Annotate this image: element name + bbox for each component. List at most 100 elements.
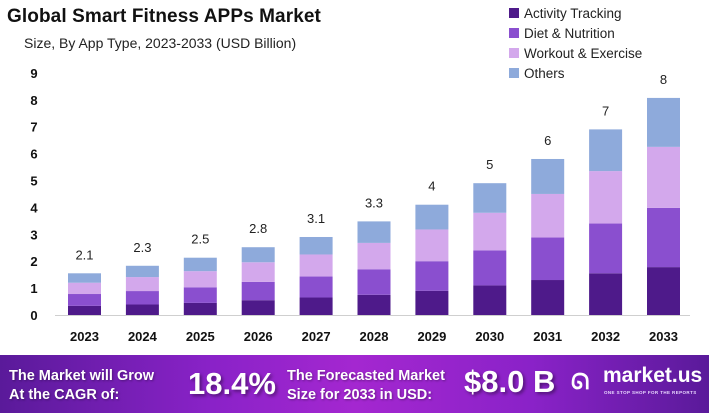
- market-us-logo-icon: ᘏ: [571, 369, 590, 394]
- bar-segment-workout-exercise: [68, 282, 101, 295]
- y-tick-label: 6: [30, 147, 37, 162]
- forecast-label-line1: The Forecasted Market: [287, 368, 445, 384]
- bar-segment-others: [415, 204, 449, 230]
- bar-segment-diet-nutrition: [357, 269, 391, 295]
- bar-total-label: 2.8: [249, 221, 267, 236]
- bar-total-label: 7: [602, 103, 609, 118]
- bar-segment-others: [299, 236, 333, 255]
- bar-segment-activity-tracking: [68, 305, 101, 315]
- bar-segment-others: [68, 273, 101, 283]
- x-tick-label: 2032: [591, 329, 620, 344]
- bar-segment-workout-exercise: [125, 277, 159, 292]
- bar-segment-activity-tracking: [531, 280, 565, 315]
- y-tick-label: 4: [30, 200, 38, 215]
- y-tick-label: 8: [30, 93, 37, 108]
- bar-segment-others: [357, 221, 391, 243]
- bar-segment-activity-tracking: [647, 267, 680, 315]
- y-tick-label: 0: [30, 308, 37, 323]
- x-tick-label: 2027: [302, 329, 331, 344]
- bar-total-label: 2.5: [191, 232, 209, 247]
- bar-segment-diet-nutrition: [241, 281, 275, 301]
- bar-segment-activity-tracking: [183, 302, 217, 315]
- bar-segment-others: [531, 158, 565, 194]
- x-tick-label: 2024: [128, 329, 158, 344]
- bar-segment-workout-exercise: [473, 212, 507, 251]
- bar-segment-diet-nutrition: [589, 223, 623, 274]
- bar-total-label: 4: [428, 179, 435, 194]
- bar-segment-others: [125, 265, 159, 278]
- x-tick-label: 2033: [649, 329, 678, 344]
- bar-total-label: 6: [544, 133, 551, 148]
- y-tick-label: 7: [30, 120, 37, 135]
- chart-subtitle: Size, By App Type, 2023-2033 (USD Billio…: [24, 35, 297, 51]
- y-tick-label: 9: [30, 66, 37, 81]
- bar-segment-workout-exercise: [241, 262, 275, 282]
- bar-segment-workout-exercise: [647, 146, 680, 208]
- cagr-label-line2: At the CAGR of:: [9, 387, 120, 403]
- bar-segment-activity-tracking: [589, 273, 623, 315]
- x-tick-label: 2025: [186, 329, 215, 344]
- bar-total-label: 3.3: [365, 195, 383, 210]
- cagr-label: The Market will Grow At the CAGR of:: [9, 367, 154, 405]
- bar-segment-diet-nutrition: [415, 261, 449, 291]
- legend-item-others[interactable]: Others: [509, 63, 642, 83]
- y-tick-label: 1: [30, 281, 37, 296]
- bar-total-label: 8: [660, 72, 667, 87]
- summary-banner: The Market will Grow At the CAGR of: 18.…: [0, 355, 709, 413]
- bar-segment-workout-exercise: [183, 271, 217, 288]
- bar-segment-activity-tracking: [357, 294, 391, 315]
- bar-segment-workout-exercise: [589, 171, 623, 224]
- legend-item-diet-nutrition[interactable]: Diet & Nutrition: [509, 23, 642, 43]
- forecast-value: $8.0 B: [464, 364, 556, 399]
- y-tick-label: 2: [30, 254, 37, 269]
- logo-tagline: ONE STOP SHOP FOR THE REPORTS: [604, 390, 697, 395]
- x-tick-label: 2031: [533, 329, 562, 344]
- bar-segment-diet-nutrition: [68, 294, 101, 306]
- bar-segment-others: [183, 257, 217, 272]
- legend-swatch: [509, 48, 519, 58]
- bar-segment-workout-exercise: [531, 193, 565, 238]
- legend-swatch: [509, 68, 519, 78]
- legend-item-activity-tracking[interactable]: Activity Tracking: [509, 3, 642, 23]
- x-tick-label: 2023: [70, 329, 99, 344]
- bar-segment-workout-exercise: [299, 254, 333, 277]
- bar-segment-others: [589, 129, 623, 172]
- legend-swatch: [509, 8, 519, 18]
- y-tick-label: 5: [30, 174, 37, 189]
- bar-segment-workout-exercise: [415, 229, 449, 262]
- bar-segment-others: [241, 247, 275, 263]
- bar-segment-diet-nutrition: [473, 250, 507, 286]
- x-tick-label: 2026: [244, 329, 273, 344]
- bar-segment-diet-nutrition: [125, 291, 159, 305]
- bar-segment-activity-tracking: [241, 300, 275, 315]
- legend-swatch: [509, 28, 519, 38]
- bar-segment-activity-tracking: [299, 297, 333, 315]
- bar-segment-workout-exercise: [357, 242, 391, 270]
- logo-text[interactable]: market.us: [603, 364, 703, 387]
- x-tick-label: 2030: [475, 329, 504, 344]
- bar-segment-diet-nutrition: [647, 207, 680, 268]
- bar-segment-diet-nutrition: [299, 276, 333, 298]
- bar-segment-activity-tracking: [125, 304, 159, 315]
- legend-label: Diet & Nutrition: [524, 25, 615, 41]
- forecast-label-line2: Size for 2033 in USD:: [287, 387, 433, 403]
- bar-segment-others: [473, 183, 507, 213]
- x-tick-label: 2029: [417, 329, 446, 344]
- x-tick-label: 2028: [360, 329, 389, 344]
- bar-segment-others: [647, 97, 680, 147]
- legend-item-workout-exercise[interactable]: Workout & Exercise: [509, 43, 642, 63]
- bar-segment-activity-tracking: [473, 285, 507, 315]
- chart-title: Global Smart Fitness APPs Market: [7, 6, 321, 27]
- legend-label: Others: [524, 65, 565, 81]
- forecast-label: The Forecasted Market Size for 2033 in U…: [287, 367, 445, 405]
- legend-label: Activity Tracking: [524, 5, 622, 21]
- cagr-label-line1: The Market will Grow: [9, 368, 155, 384]
- bar-total-label: 3.1: [307, 211, 325, 226]
- stacked-bar-chart: 0 1 2 3 4 5 6 7 8 9 2.1 2023 2.3 2024 2.5 2025 2.8 2026 3.…: [30, 66, 690, 344]
- cagr-value: 18.4%: [188, 366, 276, 401]
- bar-total-label: 2.3: [133, 240, 151, 255]
- legend-label: Workout & Exercise: [524, 45, 643, 61]
- legend: Activity Tracking Diet & Nutrition Worko…: [509, 3, 642, 83]
- y-tick-label: 3: [30, 227, 37, 242]
- bar-total-label: 5: [486, 157, 493, 172]
